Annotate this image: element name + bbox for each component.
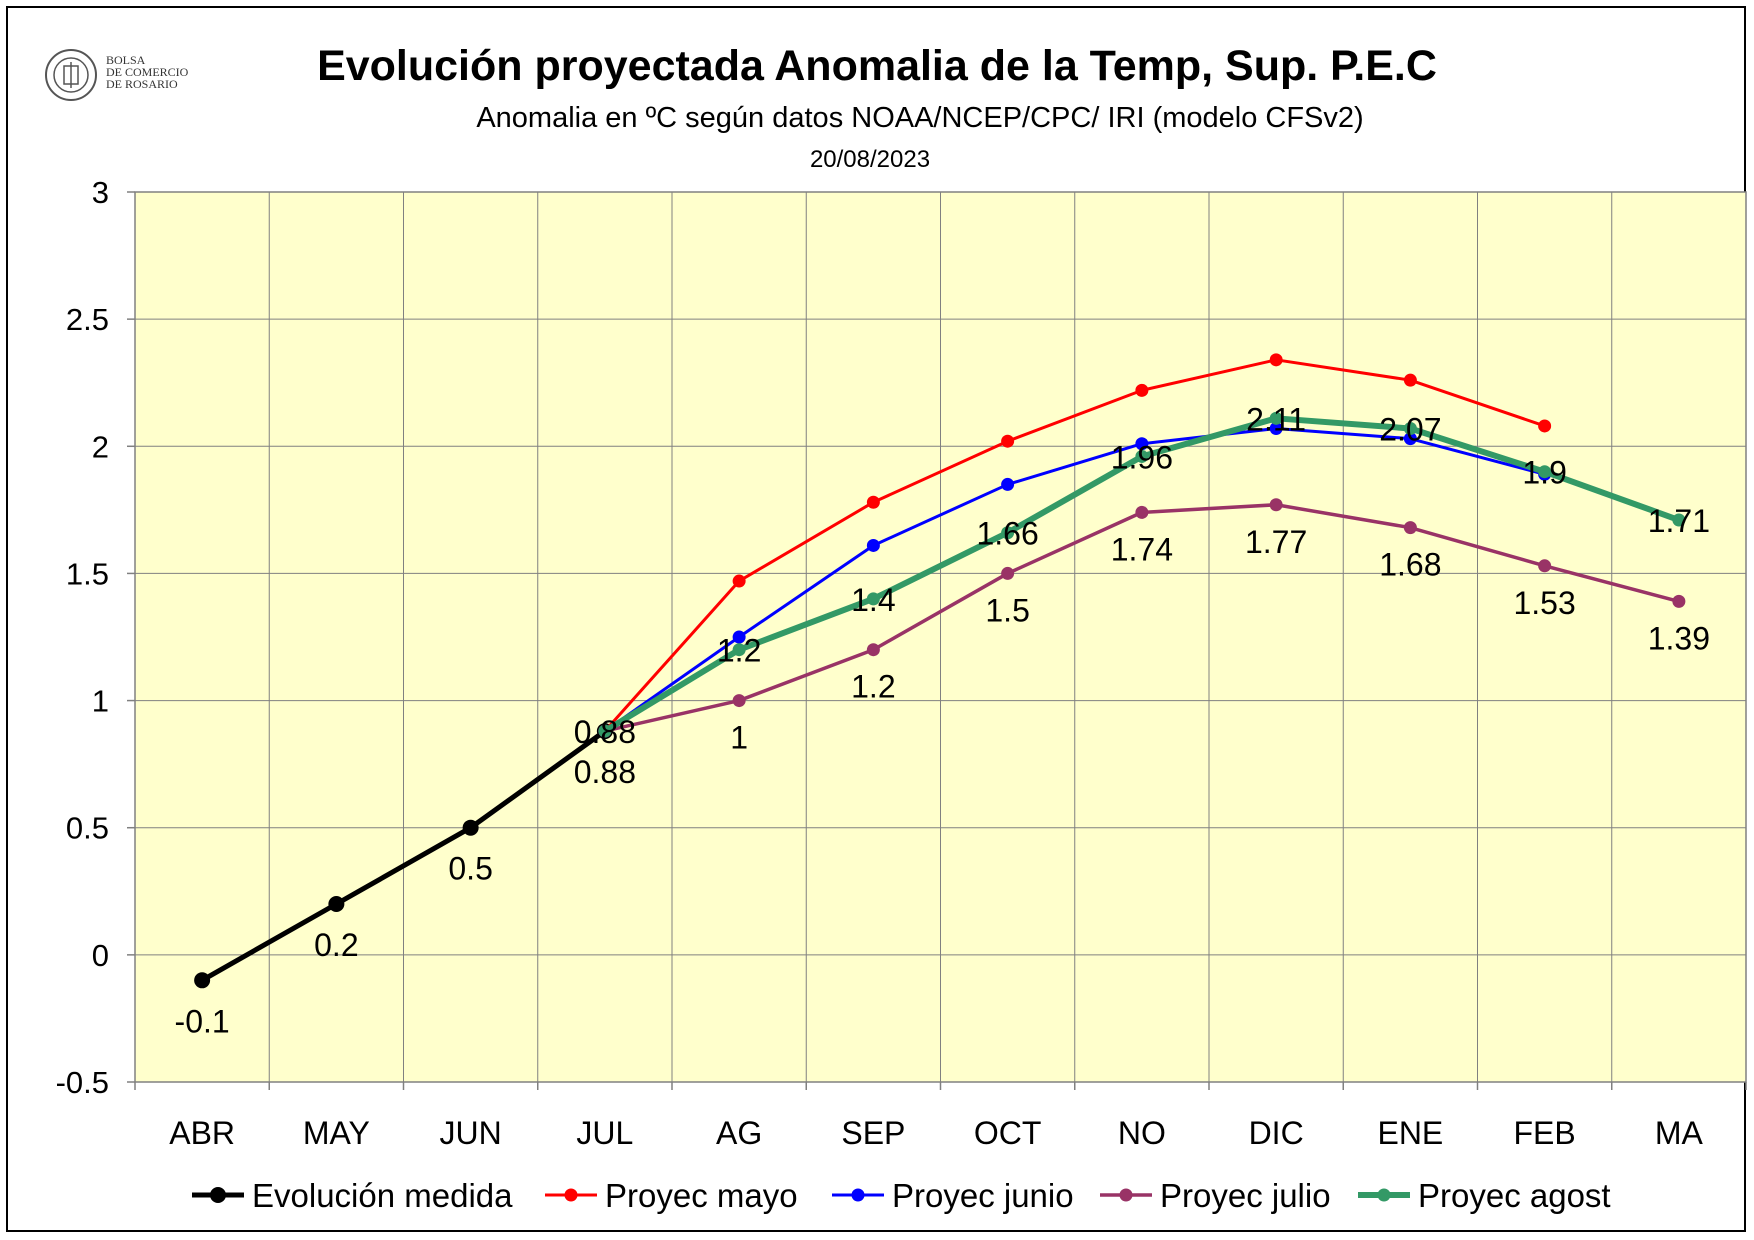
series-point-2 <box>1269 421 1283 435</box>
y-tick-label: 1 <box>92 684 109 719</box>
x-tick-label: SEP <box>841 1115 905 1151</box>
data-label: 1.71 <box>1648 503 1710 539</box>
y-tick-label: 0.5 <box>66 811 109 846</box>
x-tick-label: ABR <box>169 1115 235 1151</box>
data-label: 0.5 <box>448 851 492 887</box>
legend-label: Proyec agost <box>1418 1177 1611 1214</box>
series-point-4 <box>732 643 746 657</box>
series-point-3 <box>1135 505 1149 519</box>
data-label: 1.66 <box>976 516 1038 552</box>
series-point-4 <box>1135 449 1149 463</box>
legend-marker-2 <box>851 1188 865 1202</box>
data-label: 1.74 <box>1111 531 1173 567</box>
data-label: 1.2 <box>717 633 761 669</box>
series-point-1 <box>1538 419 1552 433</box>
data-label: 1 <box>730 720 748 756</box>
data-label: 1.39 <box>1648 620 1710 656</box>
data-label: -0.1 <box>175 1003 230 1039</box>
series-point-3 <box>1001 566 1015 580</box>
chart-subtitle: Anomalia en ºC según datos NOAA/NCEP/CPC… <box>476 102 1364 134</box>
series-point-1 <box>1001 434 1015 448</box>
y-tick-label: 2 <box>92 429 109 464</box>
x-tick-label: AG <box>716 1115 762 1151</box>
logo-line-3: DE ROSARIO <box>106 77 178 91</box>
series-point-3 <box>732 694 746 708</box>
x-tick-label: NO <box>1118 1115 1166 1151</box>
data-label: 1.4 <box>851 582 895 618</box>
data-label: 1.9 <box>1522 455 1566 491</box>
chart-date: 20/08/2023 <box>809 146 931 173</box>
data-label: 1.68 <box>1379 547 1441 583</box>
data-label: 1.2 <box>851 669 895 705</box>
series-point-0 <box>328 896 345 912</box>
logo-line-1: BOLSA <box>106 53 146 67</box>
legend-label: Proyec julio <box>1160 1177 1331 1214</box>
series-point-3 <box>1269 498 1283 512</box>
series-point-4 <box>598 724 612 738</box>
x-tick-label: MA <box>1655 1115 1704 1151</box>
data-label: 0.88 <box>574 754 636 790</box>
series-point-0 <box>194 972 211 989</box>
series-point-1 <box>1135 383 1149 397</box>
x-tick-label: MAY <box>303 1115 370 1151</box>
legend-label: Proyec mayo <box>605 1177 798 1214</box>
series-point-4 <box>1403 421 1417 435</box>
series-point-2 <box>1135 437 1149 451</box>
data-label: 1.77 <box>1245 524 1307 560</box>
series-point-2 <box>866 538 880 552</box>
series-point-2 <box>732 630 746 644</box>
legend-marker-4 <box>1377 1188 1391 1202</box>
legend-marker-1 <box>564 1188 578 1202</box>
bolsa-seal-icon <box>45 49 97 101</box>
x-tick-label: ENE <box>1377 1115 1443 1151</box>
legend-marker-3 <box>1119 1188 1133 1202</box>
series-line-0 <box>200 729 607 983</box>
x-tick-label: OCT <box>974 1115 1042 1151</box>
y-tick-label: 1.5 <box>66 556 109 591</box>
data-label: 0.88 <box>574 714 636 750</box>
x-tick-label: JUN <box>440 1115 502 1151</box>
series-point-4 <box>1269 411 1283 425</box>
series-point-2 <box>1001 477 1015 491</box>
data-label: 1.5 <box>985 592 1029 628</box>
data-label: 2.07 <box>1379 411 1441 447</box>
y-tick-label: -0.5 <box>56 1065 109 1100</box>
series-point-3 <box>1538 559 1552 573</box>
series-point-4 <box>1001 526 1015 540</box>
x-tick-label: JUL <box>576 1115 633 1151</box>
legend-label: Proyec junio <box>892 1177 1074 1214</box>
series-point-2 <box>1403 432 1417 446</box>
series-line-1 <box>603 358 1546 733</box>
legend-marker-0 <box>210 1187 226 1203</box>
y-tick-label: 2.5 <box>66 302 109 337</box>
y-tick-label: 3 <box>92 175 109 210</box>
series-line-2 <box>604 426 1546 733</box>
logo-text: BOLSA DE COMERCIO DE ROSARIO <box>106 54 188 90</box>
chart-title: Evolución proyectada Anomalia de la Temp… <box>317 42 1437 90</box>
series-point-3 <box>866 643 880 657</box>
data-label: 2.11 <box>1246 401 1306 437</box>
series-point-1 <box>732 574 746 588</box>
series-point-3 <box>1403 521 1417 535</box>
series-point-1 <box>1403 373 1417 387</box>
series-point-3 <box>1672 594 1686 608</box>
series-point-0 <box>462 819 479 836</box>
x-tick-label: FEB <box>1514 1115 1576 1151</box>
logo-line-2: DE COMERCIO <box>106 65 189 79</box>
data-label: 0.2 <box>314 927 358 963</box>
bolsa-logo: BOLSA DE COMERCIO DE ROSARIO <box>44 48 214 108</box>
series-point-4 <box>866 592 880 606</box>
y-tick-label: 0 <box>92 938 109 973</box>
series-point-4 <box>1672 513 1686 527</box>
x-tick-label: DIC <box>1249 1115 1304 1151</box>
legend-label: Evolución medida <box>252 1177 513 1214</box>
series-point-4 <box>1538 465 1552 479</box>
data-label: 1.96 <box>1111 439 1173 475</box>
data-label: 1.53 <box>1513 585 1575 621</box>
series-point-1 <box>866 495 880 509</box>
series-point-1 <box>1269 353 1283 367</box>
